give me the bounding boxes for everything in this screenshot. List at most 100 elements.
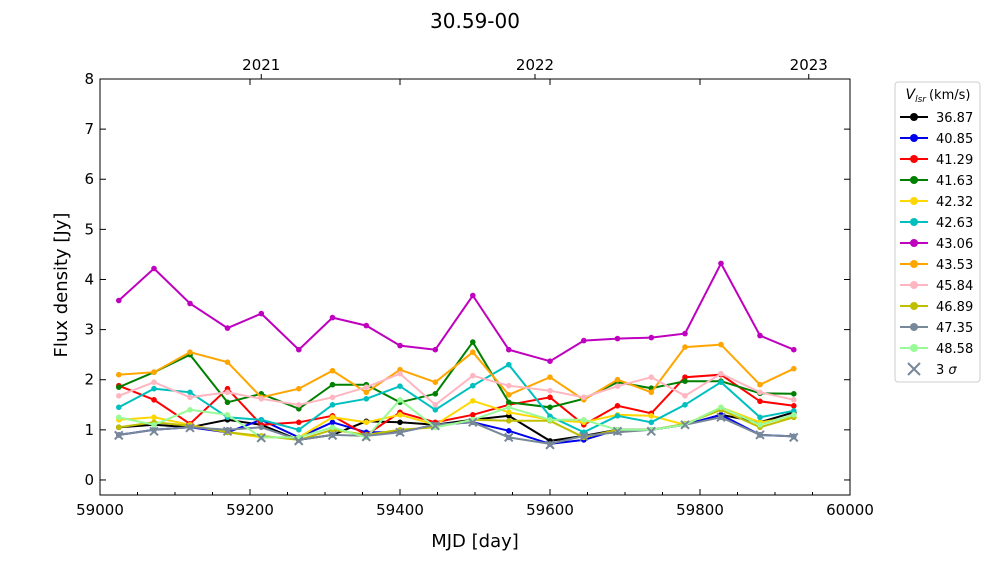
legend-item: 41.29 — [900, 153, 973, 168]
data-point — [397, 370, 403, 377]
legend-label: 43.53 — [936, 258, 973, 273]
legend-marker — [910, 218, 918, 226]
data-point — [547, 358, 553, 365]
legend-sigma-main: 3 — [936, 363, 948, 378]
series-43.06 — [116, 260, 797, 365]
data-point — [432, 346, 439, 353]
sigma-point — [395, 427, 405, 438]
legend-label-sigma: 3 σ — [936, 363, 957, 378]
sigma-point — [185, 423, 195, 433]
data-point — [506, 404, 512, 411]
x-tick-label: 59400 — [376, 501, 424, 519]
y-tick-label: 7 — [84, 120, 94, 138]
sigma-mark-stroke — [361, 432, 371, 442]
data-point — [151, 397, 157, 403]
sigma-mark-stroke — [327, 430, 338, 441]
data-point — [682, 330, 688, 337]
legend-item: 47.35 — [900, 321, 973, 336]
legend-items: 36.87 40.85 41.29 41.63 42.32 42.63 43.06 43.53… — [900, 111, 973, 378]
legend-label: 43.06 — [936, 237, 973, 252]
data-point — [329, 367, 336, 374]
top-axis-label: 2023 — [790, 56, 828, 74]
sigma-mark-stroke — [222, 426, 233, 437]
sigma-mark-stroke — [294, 436, 304, 446]
sigma-point — [612, 426, 623, 437]
legend-sigma-stroke — [907, 362, 921, 376]
series-line — [118, 261, 795, 363]
data-point — [506, 409, 512, 416]
data-point — [614, 413, 621, 419]
data-point — [757, 389, 763, 396]
legend-label: 47.35 — [936, 321, 973, 336]
legend-marker — [910, 155, 918, 163]
data-point — [187, 349, 193, 356]
sigma-mark-stroke — [716, 412, 726, 423]
data-point — [432, 379, 439, 386]
data-point — [116, 404, 122, 411]
data-point — [506, 428, 512, 434]
legend-title-main: V — [906, 87, 917, 103]
data-point — [791, 346, 797, 353]
y-tick-label: 4 — [84, 270, 94, 288]
data-point — [296, 406, 302, 412]
sigma-mark-stroke — [680, 420, 690, 430]
data-point — [116, 371, 122, 378]
top-axis-label: 2021 — [242, 56, 280, 74]
data-point — [432, 407, 439, 413]
data-point — [547, 417, 553, 423]
data-point — [506, 346, 512, 353]
x-axis-label: MJD [day] — [431, 531, 519, 552]
x-tick-label: 59600 — [526, 501, 574, 519]
data-point — [116, 297, 122, 304]
legend-marker — [910, 323, 918, 331]
series-line — [118, 398, 795, 439]
data-point — [363, 322, 370, 329]
data-point — [547, 374, 553, 381]
sigma-point — [222, 426, 233, 437]
data-point — [718, 379, 724, 386]
data-point — [757, 332, 763, 339]
plot-area: 59000 59200 59400 59600 59800 60000 0 1 2 3 4 5 6 7 8 2… — [76, 56, 874, 519]
legend-item: 36.87 — [900, 111, 973, 126]
data-point — [296, 402, 302, 408]
sigma-mark-stroke — [468, 417, 478, 428]
data-point — [329, 314, 336, 321]
data-point — [470, 292, 476, 299]
data-point — [151, 385, 157, 392]
y-tick-label: 0 — [84, 471, 94, 489]
y-tick-label: 1 — [84, 421, 94, 439]
data-point — [432, 391, 439, 397]
data-point — [296, 427, 302, 433]
sigma-mark-stroke — [755, 430, 765, 440]
legend: Vlsr (km/s) 36.87 40.85 41.29 41.63 42.32 42.6… — [894, 81, 981, 383]
legend-label: 42.63 — [936, 216, 973, 231]
data-point — [224, 389, 231, 396]
data-point — [718, 260, 724, 267]
legend-label: 46.89 — [936, 300, 973, 315]
sigma-point — [680, 420, 690, 430]
series-line — [118, 372, 795, 407]
data-point — [682, 344, 688, 350]
data-point — [432, 402, 439, 408]
data-point — [258, 424, 265, 431]
data-point — [151, 379, 157, 386]
data-point — [187, 300, 193, 307]
data-point — [397, 366, 403, 373]
data-point — [116, 384, 122, 391]
data-point — [397, 412, 403, 418]
sigma-point — [755, 430, 765, 440]
legend-marker — [910, 281, 918, 289]
data-point — [791, 403, 797, 409]
sigma-mark-stroke — [430, 421, 440, 431]
data-point — [397, 397, 403, 403]
data-point — [224, 399, 231, 406]
data-point — [506, 399, 512, 406]
data-point — [757, 414, 763, 421]
sigma-point — [114, 430, 124, 441]
legend-title: Vlsr (km/s) — [906, 87, 971, 105]
sigma-point — [789, 432, 799, 443]
data-point — [363, 384, 370, 391]
data-point — [614, 335, 621, 342]
legend-item: 48.58 — [900, 342, 973, 357]
